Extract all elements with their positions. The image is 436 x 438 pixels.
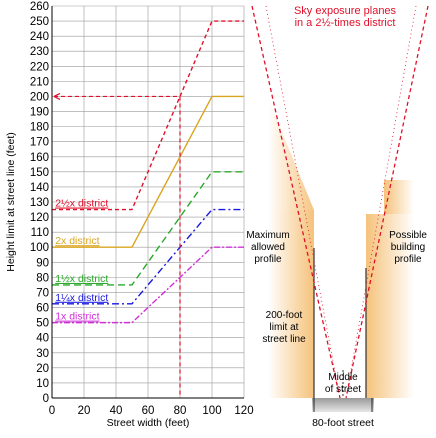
possible-profile-label-2: building <box>391 242 425 253</box>
y-tick-label: 0 <box>43 393 49 405</box>
y-tick-label: 90 <box>36 257 49 269</box>
y-tick-label: 110 <box>31 227 49 239</box>
sky-exposure-plane-left <box>251 5 341 399</box>
x-tick-label: 20 <box>78 405 91 417</box>
street-width-label: 80-foot street <box>312 417 374 429</box>
y-tick-label: 230 <box>30 46 49 58</box>
series-line <box>52 20 244 211</box>
street-surface <box>312 398 374 412</box>
y-tick-label: 40 <box>36 333 49 345</box>
y-tick-label: 160 <box>30 152 49 164</box>
x-tick-label: 100 <box>202 405 221 417</box>
middle-of-street-label-1: Middle <box>328 372 358 383</box>
y-tick-label: 100 <box>30 242 49 254</box>
y-tick-label: 190 <box>30 107 49 119</box>
y-tick-label: 250 <box>30 16 49 28</box>
y-tick-label: 220 <box>30 61 49 73</box>
arrow-left-icon <box>53 92 61 100</box>
y-tick-label: 150 <box>30 167 49 179</box>
y-tick-label: 170 <box>30 137 49 149</box>
y-tick-label: 200 <box>30 91 49 103</box>
foot-limit-label-3: street line <box>262 334 306 345</box>
y-axis-tick-labels: 0 10 20 30 40 50 60 70 80 90 100 110 120 130 140 150 160… <box>30 1 49 405</box>
series-label: 1½x district <box>55 273 108 285</box>
foot-limit-label-1: 200-foot <box>266 310 303 321</box>
y-tick-label: 60 <box>36 303 49 315</box>
y-tick-label: 240 <box>30 31 49 43</box>
chart-annotations <box>53 92 181 398</box>
x-tick-label: 120 <box>234 405 253 417</box>
y-tick-label: 10 <box>36 378 49 390</box>
x-tick-label: 60 <box>142 405 155 417</box>
x-tick-label: 0 <box>49 405 55 417</box>
chart-series <box>52 20 244 324</box>
sky-exposure-title-line2: in a 2½-times district <box>295 17 396 29</box>
middle-of-street-label-2: of street <box>325 384 361 395</box>
y-tick-label: 260 <box>30 1 49 13</box>
right-building <box>366 214 414 398</box>
y-tick-label: 140 <box>30 182 49 194</box>
series-line <box>52 171 244 286</box>
y-tick-label: 130 <box>30 197 49 209</box>
x-tick-label: 40 <box>110 405 123 417</box>
series-label: 1x district <box>55 311 99 323</box>
series-line <box>52 208 244 305</box>
x-axis-tick-labels: 0 20 40 60 80 100 120 <box>49 405 254 417</box>
x-axis-label: Street width (feet) <box>107 417 190 429</box>
right-building-tower <box>384 180 414 214</box>
street-cross-section-diagram: Sky exposure planes in a 2½-times distri… <box>246 5 429 429</box>
max-profile-label-1: Maximum <box>246 230 289 241</box>
left-building <box>268 210 314 398</box>
y-tick-label: 30 <box>36 348 49 360</box>
sky-exposure-plane-right <box>345 5 429 399</box>
y-tick-label: 120 <box>30 212 49 224</box>
left-building-setback <box>268 98 314 210</box>
y-tick-label: 210 <box>30 76 49 88</box>
y-tick-label: 20 <box>36 363 49 375</box>
max-profile-label-2: allowed <box>251 242 285 253</box>
y-tick-label: 180 <box>30 122 49 134</box>
foot-limit-label-2: limit at <box>270 322 299 333</box>
x-tick-label: 80 <box>174 405 187 417</box>
sky-exposure-title-line1: Sky exposure planes <box>294 5 397 17</box>
possible-profile-label-3: profile <box>394 254 422 265</box>
series-label: 2½x district <box>55 198 108 210</box>
y-axis-label: Height limit at street line (feet) <box>5 132 17 271</box>
sky-exposure-plane-inner-left <box>265 5 341 399</box>
y-tick-label: 70 <box>36 287 49 299</box>
series-label: 1¼x district <box>55 292 108 304</box>
possible-profile-label-1: Possible <box>389 230 427 241</box>
series-label: 2x district <box>55 235 99 247</box>
series-line <box>52 95 244 248</box>
y-tick-label: 50 <box>36 318 49 330</box>
series-line <box>52 246 244 324</box>
y-tick-label: 80 <box>36 272 49 284</box>
max-profile-label-3: profile <box>254 254 282 265</box>
series-labels: 2½x district 2x district 1½x district 1¼x d… <box>55 198 108 323</box>
height-limit-chart: 0 10 20 30 40 50 60 70 80 90 100 110 120 130 140 150 160… <box>5 1 254 429</box>
